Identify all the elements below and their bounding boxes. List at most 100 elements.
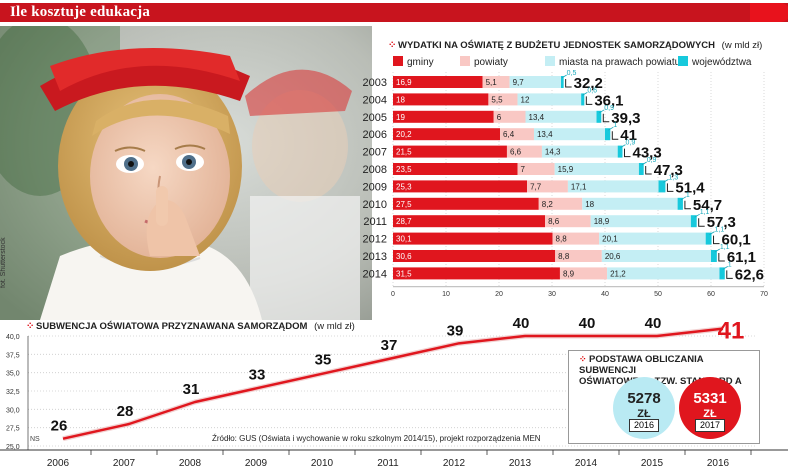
leader-line [663,179,669,183]
bar-value-label: 7 [521,165,526,174]
data-value-label: 40 [645,315,662,332]
legend-label-1: powiaty [474,57,508,68]
bar-segment [393,180,528,193]
bar-segment [509,76,562,88]
total-bracket [713,235,720,245]
bar-value-label: 12 [521,95,530,104]
svg-text:SUBWENCJA OŚWIATOWA PRZYZNAWAN: SUBWENCJA OŚWIATOWA PRZYZNAWANA SAMORZĄD… [36,320,355,332]
x-tick-label: 2007 [113,458,136,469]
legend-swatch-0 [393,56,403,66]
total-bracket [611,131,619,140]
bar-value-label: 28,7 [396,217,412,226]
bar-segment [581,93,585,106]
bar-segment [393,197,539,210]
bar-value-label: 19 [396,113,405,122]
bar-value-label: 21,2 [610,269,626,278]
legend-label-0: gminy [407,57,434,68]
bar-segment [599,232,706,245]
data-value-label: 40 [579,315,596,332]
subsidy-chart-title: SUBWENCJA OŚWIATOWA PRZYZNAWANA SAMORZĄD… [36,320,308,332]
y-category-label: 2005 [363,112,387,124]
bar-value-label: 8,6 [548,217,560,226]
bar-segment [493,110,526,123]
bar-segment [393,110,494,123]
data-value-label: 39 [447,322,464,339]
y-tick-label: 40,0 [6,334,20,341]
y-tick-label: 32,5 [6,389,20,396]
standard-2017-unit: ZŁ [703,408,717,420]
x-tick-label: 2012 [443,458,466,469]
bar-segment [638,163,644,175]
bar-total-label: 47,3 [654,162,683,179]
leader-line [582,92,588,96]
standard-2016-year: 2016 [629,419,659,432]
bar-value-label: 27,5 [396,200,412,209]
bar-segment [555,250,602,262]
header-banner: Ile kosztuje edukacja [0,0,788,24]
bar-value-label: 18,9 [594,217,610,226]
bar-value-label: 8,8 [558,252,570,261]
bar-total-label: 39,3 [611,110,640,127]
standard-a-title-line1: PODSTAWA OBLICZANIA SUBWENCJI [579,354,704,376]
bar-segment [552,232,600,245]
bar-segment [559,267,608,280]
bar-total-label: 51,4 [675,179,705,196]
series-line [62,327,724,440]
standard-a-title: ⁘ PODSTAWA OBLICZANIA SUBWENCJI OŚWIATOW… [579,354,759,387]
bar-segment [607,267,720,280]
y-category-label: 2011 [363,216,387,228]
bar-segment [393,232,553,245]
data-value-label: 33 [249,366,266,383]
bar-segment [690,215,697,228]
data-value-label: 28 [117,403,134,420]
bar-segment [561,76,564,88]
bar-segment [482,76,510,88]
x-tick-label: 2015 [641,458,664,469]
bar-value-label: 20,6 [605,252,621,261]
header-bar [0,3,788,22]
expenditure-x-axis: 0 10 20 30 40 50 60 70 [391,286,768,298]
bar-total-label: 32,2 [574,75,603,92]
bar-value-label: 8,9 [563,269,575,278]
bar-value-label: 25,3 [396,182,412,191]
total-bracket [565,79,572,88]
bar-value-label: 6,6 [510,148,522,157]
data-value-label: 40 [513,315,530,332]
y-category-label: 2013 [363,251,387,263]
total-bracket [726,270,733,279]
bar-value-label: 5,1 [486,78,498,87]
y-category-label: 2006 [363,129,387,141]
bar-segment [590,215,691,228]
data-value-label: 31 [183,381,200,398]
bar-segment [541,145,618,158]
expenditure-chart-unit: (w mld zł) [722,40,763,51]
leader-line [561,74,567,79]
subsidy-chart-unit: (w mld zł) [314,321,355,332]
bar-total-label: 62,6 [735,266,764,283]
bar-value-label: 1,1 [700,209,710,216]
bar-value-label: 6 [497,113,502,122]
bar-segment [506,145,542,158]
standard-2017-value: 5331 [693,390,727,407]
bar-segment [538,197,583,210]
bar-segment [393,250,556,262]
bar-total-label: 41 [620,127,637,144]
bar-segment [525,110,597,123]
x-tick-label: 2006 [47,458,70,469]
y-category-label: 2007 [363,147,387,159]
expenditure-chart-title-marker: ⁘ [388,40,396,51]
y-category-label: 2003 [363,77,387,89]
bar-total-label: 36,1 [594,92,623,109]
leader-line [608,126,614,131]
bar-segment [393,163,518,175]
total-bracket [666,183,674,192]
x-tick-label: 2008 [179,458,202,469]
x-tick-label: 60 [707,291,715,298]
bar-value-label: 17,1 [571,182,587,191]
bar-value-label: 7,7 [530,182,542,191]
bar-value-label: 18 [585,200,594,209]
bar-value-label: 18 [396,95,405,104]
x-tick-label: 70 [760,291,768,298]
x-tick-label: 2013 [509,458,532,469]
y-category-label: 2012 [363,234,387,246]
